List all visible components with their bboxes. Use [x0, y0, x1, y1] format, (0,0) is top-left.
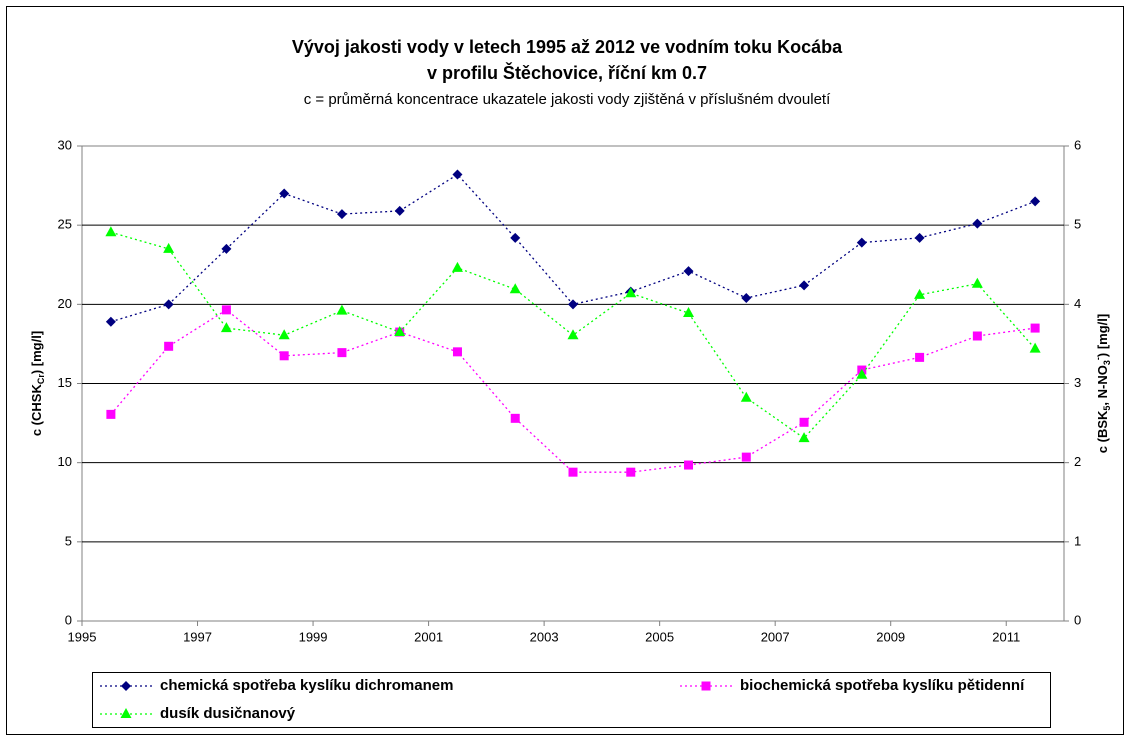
series-line — [110, 231, 1036, 439]
y-tick-label: 15 — [58, 375, 72, 390]
y2-tick-label: 0 — [1074, 612, 1081, 627]
legend-marker — [121, 681, 131, 691]
axis-label-part: c (CHSK — [29, 384, 44, 437]
axis-label: c (BSK5, N-NO3-) [mg/l] — [1093, 314, 1112, 453]
marker — [914, 232, 925, 243]
marker — [105, 316, 116, 327]
marker — [914, 288, 926, 299]
marker — [452, 347, 462, 357]
marker — [741, 293, 752, 303]
axis-label-part: 3 — [1102, 360, 1112, 365]
legend-marker — [120, 708, 132, 718]
marker — [510, 232, 521, 243]
legend-marker — [701, 681, 711, 691]
marker — [741, 452, 751, 462]
marker — [336, 209, 347, 220]
y2-tick-label: 3 — [1074, 375, 1081, 390]
x-tick-label: 1995 — [68, 629, 97, 644]
marker — [625, 287, 637, 298]
marker — [510, 413, 520, 423]
marker — [451, 261, 463, 272]
marker — [740, 391, 752, 402]
marker — [684, 460, 694, 470]
marker — [683, 266, 694, 277]
marker — [452, 169, 463, 180]
x-tick-label: 2009 — [876, 629, 905, 644]
marker — [799, 280, 810, 291]
marker — [568, 299, 578, 310]
marker — [279, 351, 289, 361]
y-tick-label: 0 — [65, 612, 72, 627]
marker — [163, 299, 174, 310]
legend — [92, 672, 1051, 728]
x-tick-label: 1999 — [299, 629, 328, 644]
axis-label-part: ) [mg/l] — [1095, 314, 1110, 357]
marker — [915, 352, 925, 362]
y2-tick-label: 4 — [1074, 296, 1081, 311]
marker — [106, 409, 116, 419]
y-tick-label: 5 — [65, 533, 72, 548]
axis-label-part: - — [1093, 357, 1103, 360]
axis-label-part: Cr — [36, 374, 46, 384]
marker — [509, 283, 521, 294]
marker — [163, 242, 175, 253]
y2-tick-label: 5 — [1074, 217, 1081, 232]
chart-subtitle: c = průměrná koncentrace ukazatele jakos… — [304, 91, 831, 108]
x-tick-label: 2011 — [992, 629, 1020, 644]
y-tick-label: 30 — [58, 137, 72, 152]
marker — [221, 243, 232, 254]
marker — [1030, 323, 1040, 333]
marker — [221, 305, 231, 315]
series-line — [110, 309, 1036, 473]
axis-label-part: ) [mg/l] — [29, 331, 44, 374]
y-tick-label: 20 — [58, 296, 72, 311]
marker — [568, 467, 578, 477]
marker — [856, 237, 867, 248]
legend-label: dusík dusičnanový — [160, 705, 296, 722]
y2-tick-label: 1 — [1074, 533, 1081, 548]
axis-label-part: 5 — [1102, 406, 1112, 411]
x-tick-label: 2003 — [530, 629, 559, 644]
marker — [105, 226, 117, 237]
y2-tick-label: 2 — [1074, 454, 1081, 469]
marker — [567, 329, 579, 340]
marker — [683, 307, 695, 318]
marker — [856, 368, 868, 379]
marker — [164, 341, 174, 351]
y2-tick-label: 6 — [1074, 137, 1081, 152]
marker — [220, 322, 232, 333]
marker — [799, 417, 809, 427]
chart-title: v profilu Štěchovice, říční km 0.7 — [427, 62, 707, 83]
marker — [278, 329, 290, 340]
x-tick-label: 1997 — [183, 629, 212, 644]
marker — [972, 218, 983, 229]
axis-label-part: , N-NO — [1095, 365, 1110, 405]
legend-label: chemická spotřeba kyslíku dichromanem — [160, 677, 453, 694]
marker — [971, 277, 983, 288]
chart-title: Vývoj jakosti vody v letech 1995 až 2012… — [292, 37, 843, 57]
marker — [626, 467, 636, 477]
y-tick-label: 25 — [58, 217, 72, 232]
y-tick-label: 10 — [58, 454, 72, 469]
marker — [337, 348, 347, 358]
x-tick-label: 2007 — [761, 629, 790, 644]
marker — [394, 326, 406, 337]
marker — [972, 331, 982, 341]
x-tick-label: 2001 — [414, 629, 443, 644]
marker — [336, 304, 348, 315]
marker — [798, 432, 810, 443]
x-tick-label: 2005 — [645, 629, 674, 644]
axis-label-part: c (BSK — [1095, 410, 1110, 453]
marker — [394, 205, 405, 216]
axis-label: c (CHSKCr) [mg/l] — [29, 331, 46, 436]
marker — [1030, 196, 1041, 207]
legend-label: biochemická spotřeba kyslíku pětidenní — [740, 677, 1025, 694]
marker — [1029, 342, 1041, 353]
marker — [279, 188, 290, 199]
